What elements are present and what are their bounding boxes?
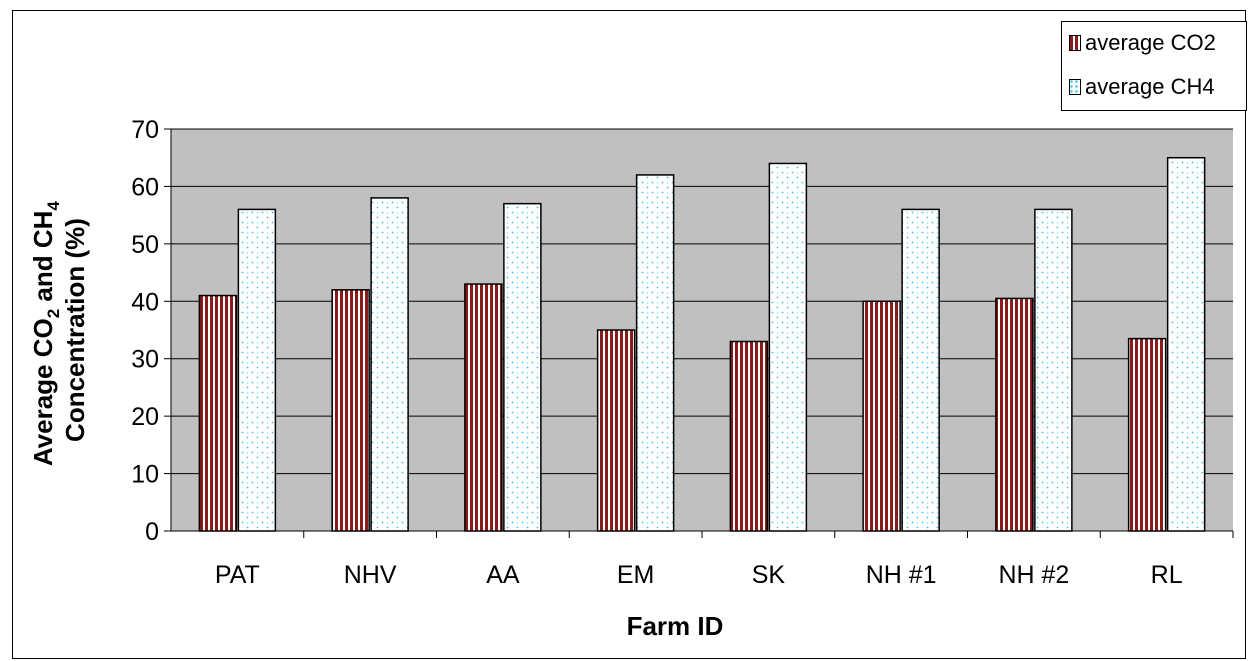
- y-tick-label: 30: [131, 346, 159, 374]
- y-tick-label: 40: [131, 288, 159, 316]
- bar-co2: [862, 300, 901, 532]
- bar-co2: [198, 294, 238, 532]
- bar-ch4: [1034, 208, 1073, 532]
- bar-ch4: [768, 162, 808, 532]
- bar-co2: [1127, 337, 1167, 532]
- bar-ch4: [237, 208, 277, 532]
- x-tick-label: AA: [486, 561, 520, 589]
- y-tick-label: 20: [131, 403, 159, 431]
- legend-swatch-ch4: [1069, 79, 1081, 95]
- x-axis-label: Farm ID: [627, 611, 724, 641]
- x-tick-label: NHV: [344, 561, 397, 589]
- legend-label-ch4: average CH4: [1085, 74, 1215, 99]
- y-axis-label-prefix: Average CO: [28, 318, 58, 466]
- bar-ch4: [1166, 156, 1206, 532]
- y-axis-label-line2: Concentration (%): [60, 218, 90, 442]
- x-tick-label: PAT: [215, 561, 260, 589]
- legend-item-ch4: average CH4: [1069, 72, 1215, 102]
- y-axis-label-sub-co2: 2: [44, 309, 63, 318]
- x-tick-label: NH #1: [866, 561, 937, 589]
- bar-co2: [729, 340, 769, 532]
- bar-ch4: [370, 197, 409, 532]
- bar-co2: [596, 329, 636, 532]
- legend-item-co2: average CO2: [1069, 28, 1216, 58]
- bar-co2: [995, 297, 1034, 532]
- y-tick-label: 50: [131, 231, 159, 259]
- legend-swatch-co2: [1069, 35, 1081, 51]
- y-tick-label: 0: [145, 518, 159, 546]
- bar-ch4: [503, 202, 542, 532]
- legend-label-co2: average CO2: [1085, 30, 1216, 55]
- y-axis-label-sub-ch4: 4: [44, 201, 63, 211]
- bar-co2: [331, 289, 370, 532]
- plot-area: [171, 129, 1233, 531]
- y-tick-label: 10: [131, 461, 159, 489]
- x-tick-label: EM: [617, 561, 655, 589]
- x-tick-label: SK: [752, 561, 786, 589]
- y-axis-label-mid: and CH: [28, 211, 58, 309]
- x-tick-label: NH #2: [998, 561, 1069, 589]
- y-tick-label: 70: [131, 116, 159, 144]
- bar-ch4: [635, 174, 675, 532]
- legend: average CO2 average CH4: [1061, 21, 1247, 111]
- bar-ch4: [901, 208, 940, 532]
- bar-co2: [464, 283, 503, 532]
- y-tick-label: 60: [131, 173, 159, 201]
- x-tick-label: RL: [1151, 561, 1183, 589]
- y-axis-label: Average CO2 and CH4 Concentration (%): [28, 194, 90, 466]
